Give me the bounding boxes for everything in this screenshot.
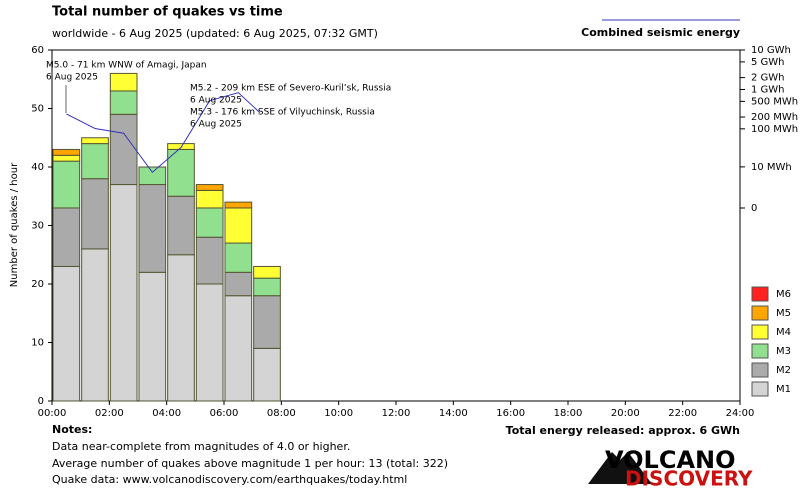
logo-text: VOLCANO xyxy=(605,446,736,474)
bar-segment xyxy=(138,271,167,402)
bar-segment xyxy=(195,283,224,402)
legend-label: M3 xyxy=(776,346,791,357)
note: Quake data: www.volcanodiscovery.com/ear… xyxy=(52,473,407,486)
x-tick-label: 16:00 xyxy=(496,408,525,419)
total-energy: Total energy released: approx. 6 GWh xyxy=(506,424,740,437)
bar-segment xyxy=(167,143,195,150)
bar-segment xyxy=(253,265,281,279)
bar-segment xyxy=(109,184,138,402)
bar-segment xyxy=(52,148,81,156)
bar-segment xyxy=(253,347,281,402)
energy-line xyxy=(66,92,261,174)
x-tick-label: 10:00 xyxy=(324,408,353,419)
logo-text: DISCOVERY xyxy=(625,467,753,491)
bar-segment xyxy=(224,207,253,244)
annotation: M5.0 - 71 km WNW of Amagi, Japan xyxy=(46,61,207,71)
legend-label: M1 xyxy=(776,384,791,395)
y-tick-label: 10 xyxy=(31,338,44,349)
x-tick-label: 00:00 xyxy=(38,408,67,419)
y2-tick-label: 2 GWh xyxy=(751,73,785,84)
legend-energy-label: Combined seismic energy xyxy=(581,26,740,39)
legend-swatch xyxy=(751,343,769,359)
x-tick-label: 04:00 xyxy=(152,408,181,419)
legend-label: M4 xyxy=(776,327,791,338)
x-tick-label: 14:00 xyxy=(439,408,468,419)
legend-label: M6 xyxy=(776,289,791,300)
x-tick-label: 22:00 xyxy=(668,408,697,419)
note: Average number of quakes above magnitude… xyxy=(52,457,448,470)
x-tick-label: 12:00 xyxy=(382,408,411,419)
x-tick-label: 18:00 xyxy=(554,408,583,419)
annotation: M5.3 - 176 km SSE of Vilyuchinsk, Russia xyxy=(190,108,375,118)
notes-title: Notes: xyxy=(52,423,92,436)
bar-segment xyxy=(109,90,138,115)
chart-title: Total number of quakes vs time xyxy=(52,5,283,20)
annotation-date: 6 Aug 2025 xyxy=(190,96,242,106)
bar-segment xyxy=(224,242,253,273)
bar-segment xyxy=(81,137,109,145)
bar-segment xyxy=(195,189,224,209)
bar-segment xyxy=(81,143,109,180)
y-tick-label: 60 xyxy=(31,45,44,56)
y2-tick-label: 100 MWh xyxy=(751,124,798,135)
bar-segment xyxy=(81,178,109,250)
logo-icon xyxy=(588,452,652,484)
bar-segment xyxy=(52,160,81,209)
y2-tick-label: 10 GWh xyxy=(751,45,791,56)
x-tick-label: 20:00 xyxy=(611,408,640,419)
bar-segment xyxy=(81,248,109,402)
bar-segment xyxy=(138,184,167,273)
bar-segment xyxy=(253,295,281,349)
legend-swatch xyxy=(751,362,769,378)
bar-segment xyxy=(224,201,253,209)
y2-tick-label: 0 xyxy=(751,203,757,214)
chart-subtitle: worldwide - 6 Aug 2025 (updated: 6 Aug 2… xyxy=(52,27,378,40)
legend-swatch xyxy=(751,286,769,302)
legend-label: M2 xyxy=(776,365,791,376)
y2-tick-label: 500 MWh xyxy=(751,96,798,107)
y2-tick-label: 10 MWh xyxy=(751,162,792,173)
legend-swatch xyxy=(751,324,769,340)
bar-segment xyxy=(167,195,195,256)
bar-segment xyxy=(52,265,81,402)
y-tick-label: 40 xyxy=(31,162,44,173)
bar-segment xyxy=(224,271,253,297)
x-tick-label: 08:00 xyxy=(267,408,296,419)
y-tick-label: 0 xyxy=(38,396,44,407)
y-axis-label: Number of quakes / hour xyxy=(9,162,20,287)
bar-segment xyxy=(109,113,138,186)
legend-label: M5 xyxy=(776,308,791,319)
bar-segment xyxy=(167,254,195,402)
bar-segment xyxy=(109,72,138,92)
bar-segment xyxy=(195,184,224,191)
legend-swatch xyxy=(751,305,769,321)
annotation-date: 6 Aug 2025 xyxy=(190,120,242,130)
y-tick-label: 50 xyxy=(31,104,44,115)
bar-segment xyxy=(195,236,224,285)
bar-segment xyxy=(253,277,281,297)
annotation-date: 6 Aug 2025 xyxy=(46,73,98,83)
y-tick-label: 30 xyxy=(31,221,44,232)
bar-segment xyxy=(52,154,81,162)
note: Data near-complete from magnitudes of 4.… xyxy=(52,440,350,453)
y-tick-label: 20 xyxy=(31,279,44,290)
bar-segment xyxy=(52,207,81,267)
annotation: M5.2 - 209 km ESE of Severo-Kuril’sk, Ru… xyxy=(190,84,391,94)
y2-tick-label: 5 GWh xyxy=(751,57,785,68)
bar-segment xyxy=(224,295,253,402)
bar-segment xyxy=(167,148,195,197)
y2-tick-label: 200 MWh xyxy=(751,112,798,123)
x-tick-label: 02:00 xyxy=(95,408,124,419)
y2-tick-label: 1 GWh xyxy=(751,84,785,95)
legend-swatch xyxy=(751,381,769,397)
x-tick-label: 06:00 xyxy=(210,408,239,419)
bar-segment xyxy=(195,207,224,238)
bar-segment xyxy=(138,166,167,186)
x-tick-label: 24:00 xyxy=(726,408,755,419)
